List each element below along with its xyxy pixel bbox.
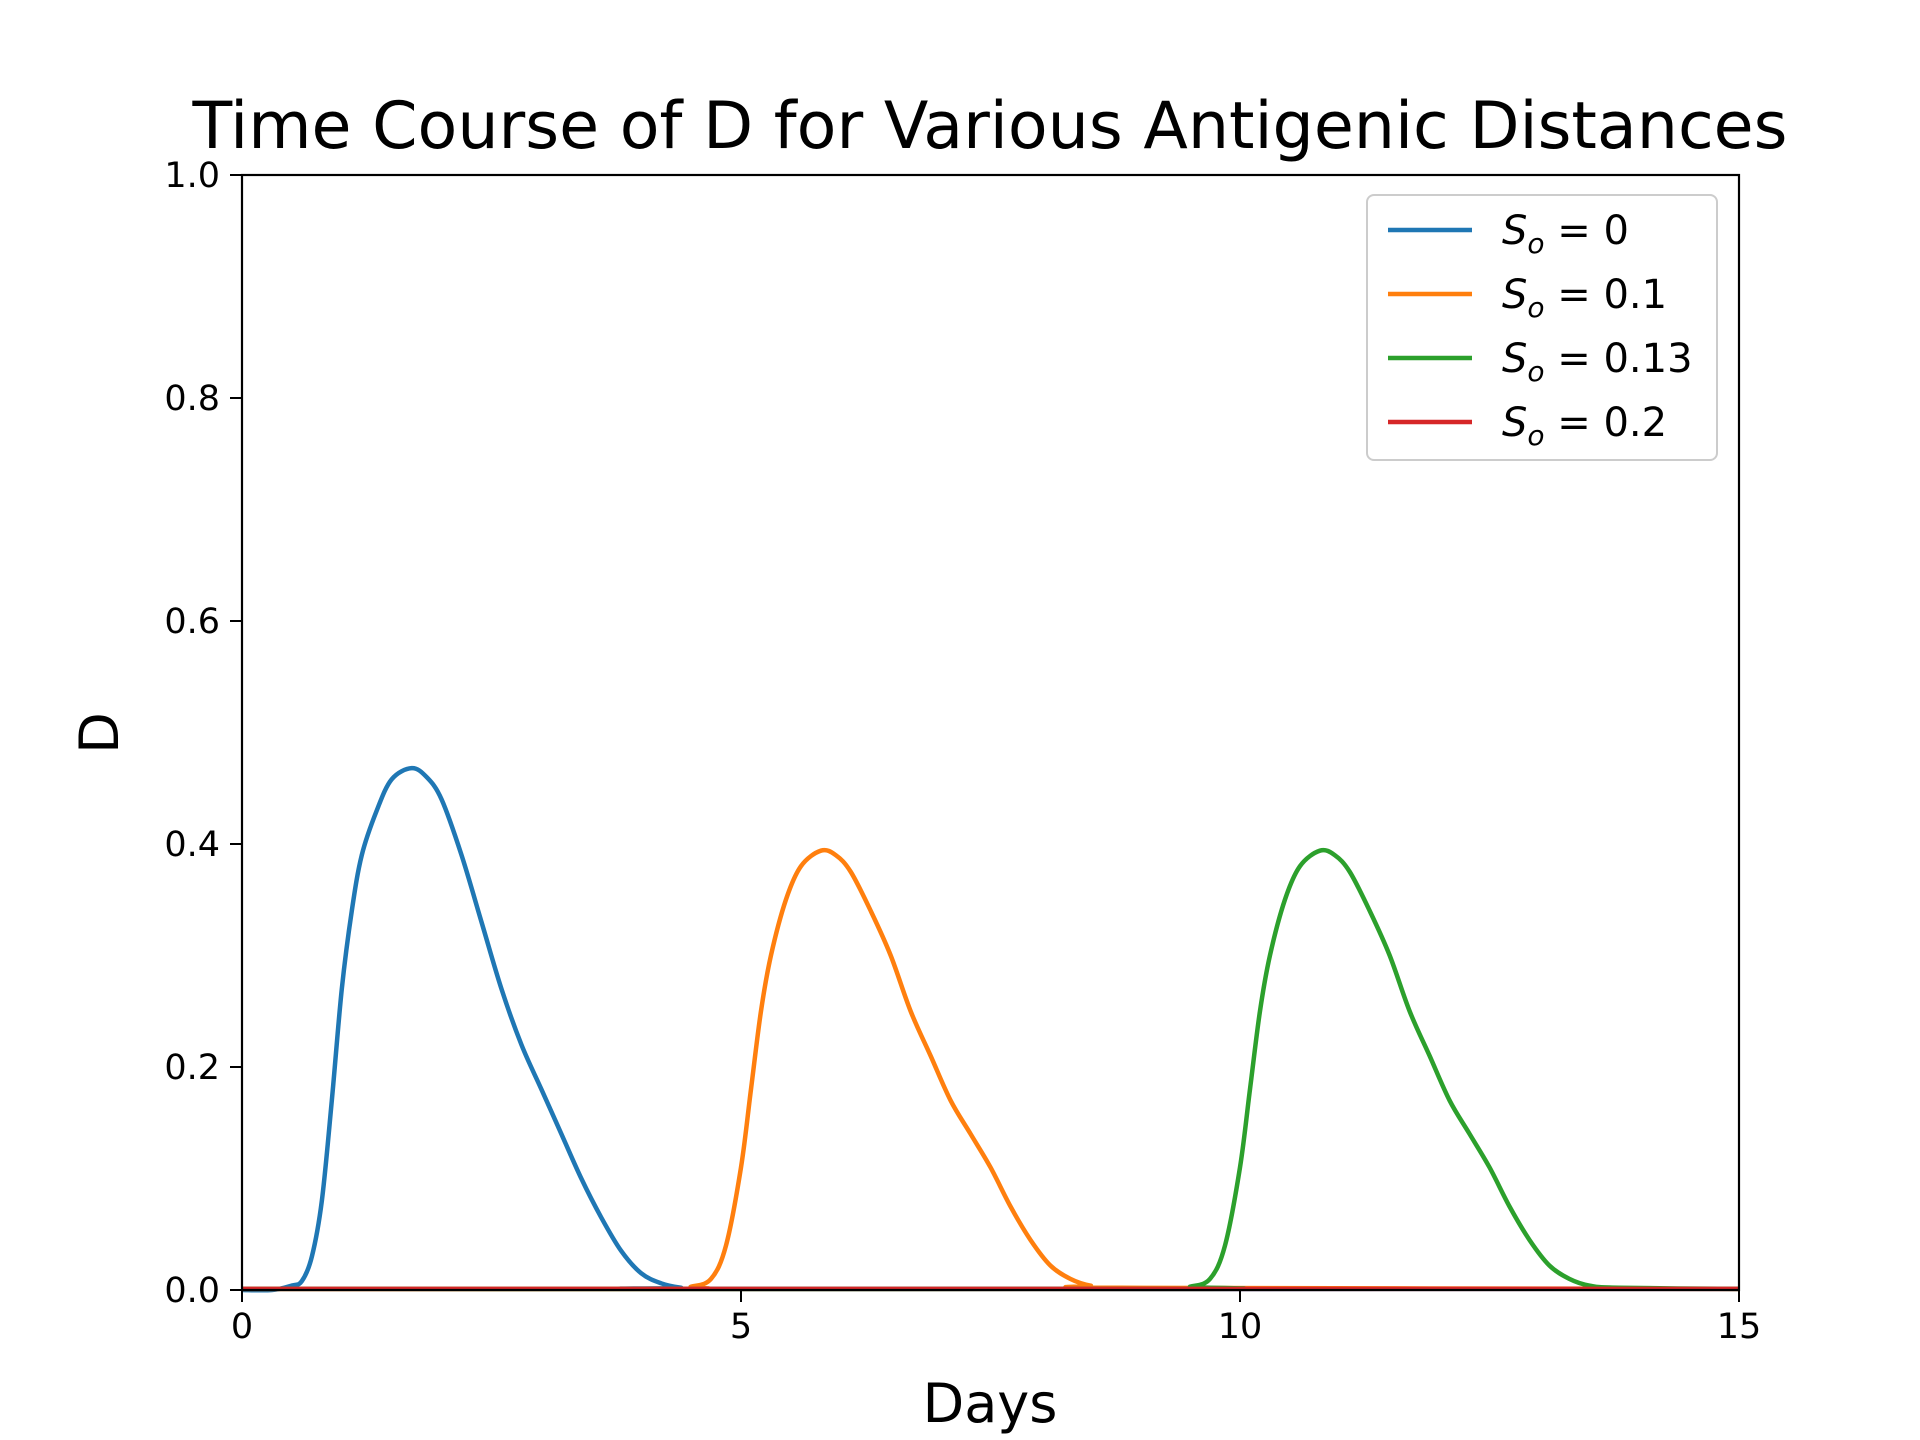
legend-symbol: S: [1502, 336, 1527, 382]
legend-value: = 0.1: [1545, 272, 1668, 318]
y-tick-label: 0.8: [164, 379, 220, 419]
series-line-1: [241, 847, 1740, 1292]
legend-value: = 0.13: [1545, 336, 1693, 382]
x-axis-label: Days: [923, 1372, 1058, 1435]
y-tick-label: 1.0: [164, 156, 220, 196]
legend-label: So = 0.13: [1502, 336, 1693, 388]
legend-box: [1366, 194, 1718, 461]
legend-label: So = 0.2: [1502, 400, 1667, 452]
y-tick-label: 0.2: [164, 1048, 220, 1088]
x-tick-label: 5: [730, 1307, 752, 1347]
legend-value: = 0: [1545, 208, 1629, 254]
x-tick-label: 15: [1717, 1307, 1762, 1347]
series-line-2: [241, 847, 1740, 1292]
legend-subscript: o: [1527, 419, 1544, 452]
y-axis-ticks: 0.0 0.2 0.4 0.6 0.8 1.0: [164, 156, 242, 1311]
legend-subscript: o: [1527, 227, 1544, 260]
y-tick-label: 0.6: [164, 602, 220, 642]
legend-symbol: S: [1502, 272, 1527, 318]
legend-label: So = 0: [1502, 208, 1629, 260]
y-tick-label: 0.0: [164, 1271, 220, 1311]
x-tick-label: 10: [1218, 1307, 1263, 1347]
plot-frame: [240, 173, 1741, 1292]
legend-symbol: S: [1502, 400, 1527, 446]
legend-subscript: o: [1527, 355, 1544, 388]
y-axis-label: D: [68, 712, 131, 754]
x-axis-ticks: 0 5 10 15: [231, 1290, 1761, 1347]
series-layer: [241, 765, 1740, 1293]
legend-subscript: o: [1527, 291, 1544, 324]
legend-symbol: S: [1502, 208, 1527, 254]
legend-value: = 0.2: [1545, 400, 1668, 446]
legend-label: So = 0.1: [1502, 272, 1667, 324]
y-tick-label: 0.4: [164, 825, 220, 865]
chart-title: Time Course of D for Various Antigenic D…: [191, 89, 1787, 164]
x-tick-label: 0: [231, 1307, 253, 1347]
